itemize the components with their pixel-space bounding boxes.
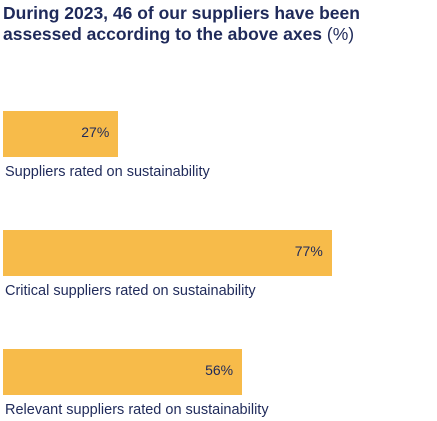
bar-track: 77%	[3, 230, 430, 276]
category-label: Suppliers rated on sustainability	[5, 164, 210, 180]
bar-value-label: 77%	[294, 243, 323, 259]
bar-row: 77% Critical suppliers rated on sustainab…	[3, 230, 433, 302]
chart-title: During 2023, 46 of our suppliers have be…	[3, 3, 433, 45]
chart-title-unit: (%)	[326, 24, 355, 44]
bar-value-label: 56%	[205, 362, 234, 378]
category-label: Critical suppliers rated on sustainabili…	[5, 283, 256, 299]
chart-title-text: During 2023, 46 of our suppliers have be…	[3, 3, 360, 44]
bar: 56%	[3, 349, 243, 395]
bar-value-label: 27%	[81, 124, 110, 140]
bar-row: 56% Relevant suppliers rated on sustainab…	[3, 349, 433, 421]
bar-track: 56%	[3, 349, 430, 395]
bar: 77%	[3, 230, 332, 276]
category-label: Relevant suppliers rated on sustainabili…	[5, 402, 269, 418]
bar-track: 27%	[3, 111, 430, 157]
bar-row: 27% Suppliers rated on sustainability	[3, 111, 433, 183]
bar: 27%	[3, 111, 119, 157]
